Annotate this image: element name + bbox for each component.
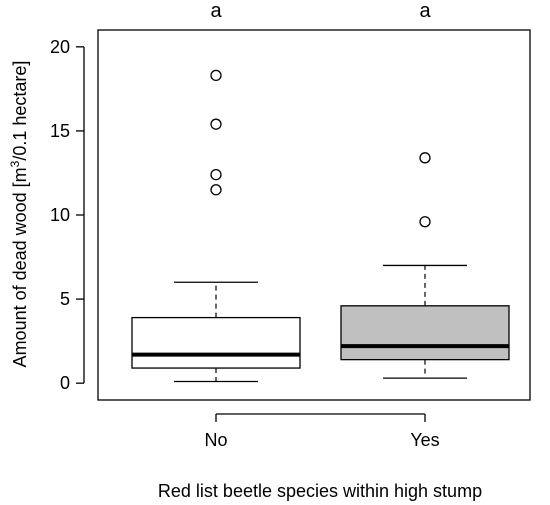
- y-axis-title-superscript: 3: [8, 160, 22, 167]
- outlier-point: [210, 118, 222, 130]
- y-tick-label: 20: [50, 37, 70, 57]
- y-tick-label: 15: [50, 121, 70, 141]
- y-axis-title-unit: /0.1 hectare]: [10, 61, 30, 161]
- x-tick-label: No: [204, 430, 227, 450]
- y-axis-title: Amount of dead wood [m3/0.1 hectare]: [8, 61, 30, 368]
- plot-frame: [97, 29, 531, 401]
- x-axis: No Yes: [204, 413, 440, 450]
- outlier-point: [210, 184, 222, 196]
- y-tick-label: 0: [60, 373, 70, 393]
- y-axis: 0 5 10 15 20: [50, 37, 85, 393]
- x-tick-label: Yes: [410, 430, 439, 450]
- outlier-point: [419, 152, 431, 164]
- significance-letter-no: a: [210, 0, 222, 22]
- box-group-yes: [340, 152, 510, 379]
- outlier-point: [419, 216, 431, 228]
- y-tick-label: 5: [60, 289, 70, 309]
- outlier-point: [210, 168, 222, 181]
- x-axis-title: Red list beetle species within high stum…: [158, 481, 482, 501]
- box-iqr: [340, 305, 510, 361]
- significance-letter-yes: a: [419, 0, 431, 22]
- y-axis-title-main: Amount of dead wood [m: [10, 167, 30, 367]
- y-tick-label: 10: [50, 205, 70, 225]
- box-group-no: [131, 69, 301, 383]
- boxes-layer: [131, 69, 510, 383]
- outlier-point: [210, 69, 222, 82]
- box-iqr: [131, 316, 301, 369]
